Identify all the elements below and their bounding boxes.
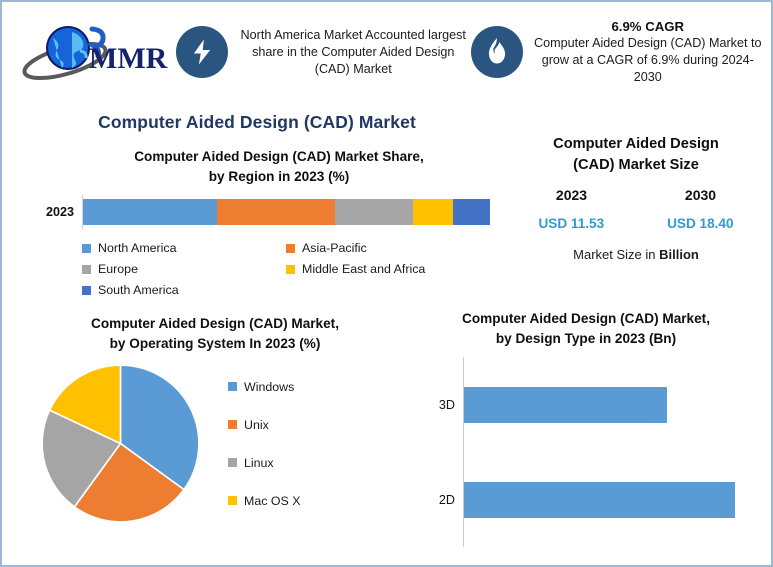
lightning-bolt-icon [176, 26, 228, 78]
legend-swatch-icon [82, 264, 91, 274]
header-stat-cagr-text: 6.9% CAGR Computer Aided Design (CAD) Ma… [531, 18, 766, 87]
region-share-category-label: 2023 [45, 205, 74, 220]
market-size-value-end: USD 18.40 [667, 216, 734, 232]
pie-slice [119, 364, 200, 492]
operating-system-legend: Windows Unix Linux Mac OS X [220, 380, 410, 508]
operating-system-legend-item: Mac OS X [228, 494, 410, 508]
operating-system-legend-label: Windows [244, 379, 295, 394]
region-share-chart: Computer Aided Design (CAD) Market Share… [20, 147, 490, 304]
market-size-title-line2: (CAD) Market Size [573, 157, 699, 174]
design-type-title-line1: Computer Aided Design (CAD) Market, [462, 311, 710, 326]
header-stat-cagr-body: Computer Aided Design (CAD) Market to gr… [534, 36, 762, 85]
region-share-bar-area [82, 195, 490, 230]
legend-swatch-icon [82, 285, 91, 295]
market-size-year-start: 2023 [555, 187, 588, 204]
operating-system-legend-item: Linux [228, 456, 410, 470]
design-type-title-line2: by Design Type in 2023 (Bn) [495, 330, 677, 346]
legend-swatch-icon [286, 264, 295, 274]
region-legend-item: Europe [82, 262, 286, 276]
market-size-value-start: USD 11.53 [538, 216, 605, 232]
design-type-title: Computer Aided Design (CAD) Market, by D… [410, 309, 762, 348]
legend-swatch-icon [82, 243, 91, 253]
header-stat-region-text: North America Market Accounted largest s… [236, 27, 471, 78]
operating-system-title-line2: by Operating System In 2023 (%) [109, 335, 321, 351]
design-type-categories: 3D 2D [410, 357, 463, 547]
pie-holder [20, 361, 220, 526]
market-size-footer-unit: Billion [659, 247, 699, 263]
region-legend-label: Europe [98, 262, 138, 277]
region-share-segment [217, 199, 336, 226]
legend-swatch-icon [228, 496, 237, 506]
design-type-category-label: 2D [438, 492, 455, 507]
design-type-bar [464, 386, 667, 423]
market-size-title-line1: Computer Aided Design [553, 136, 719, 152]
pie-slice [72, 442, 185, 524]
mmr-logo: MMR [8, 21, 176, 83]
svg-text:MMR: MMR [89, 42, 168, 75]
operating-system-legend-item: Unix [228, 418, 410, 432]
market-size-footer-prefix: Market Size in [573, 247, 660, 263]
region-share-segment [453, 199, 490, 226]
market-size-years: 2023 2030 [507, 187, 765, 203]
region-share-segment [335, 199, 413, 226]
market-size-title: Computer Aided Design (CAD) Market Size [507, 134, 765, 176]
header-stat-region: North America Market Accounted largest s… [176, 26, 471, 78]
region-legend-label: Asia-Pacific [302, 241, 367, 256]
globe-icon: MMR [22, 26, 168, 81]
market-size-panel: Computer Aided Design (CAD) Market Size … [507, 134, 765, 262]
operating-system-legend-label: Mac OS X [244, 493, 301, 508]
region-share-legend: North America Asia-Pacific Europe Middle Ea… [20, 241, 490, 304]
design-type-chart: Computer Aided Design (CAD) Market, by D… [410, 309, 762, 548]
flame-icon [470, 26, 523, 78]
region-share-title: Computer Aided Design (CAD) Market Share… [20, 147, 490, 186]
legend-swatch-icon [286, 243, 295, 253]
region-share-stacked-bar [83, 199, 490, 226]
region-legend-item: Asia-Pacific [286, 241, 490, 255]
operating-system-legend-label: Linux [244, 455, 274, 470]
operating-system-title: Computer Aided Design (CAD) Market, by O… [20, 314, 410, 353]
operating-system-legend-item: Windows [228, 380, 410, 394]
header-stat-cagr-headline: 6.9% CAGR [611, 18, 685, 34]
region-share-plot: 2023 [20, 195, 490, 230]
region-share-title-line1: Computer Aided Design (CAD) Market Share… [134, 149, 424, 164]
region-legend-item: Middle East and Africa [286, 262, 490, 276]
operating-system-chart: Computer Aided Design (CAD) Market, by O… [20, 314, 410, 526]
pie-chart-graphic [40, 364, 200, 524]
region-share-title-line2: by Region in 2023 (%) [208, 168, 350, 184]
legend-swatch-icon [228, 382, 237, 392]
operating-system-title-line1: Computer Aided Design (CAD) Market, [91, 316, 339, 331]
header-stat-cagr: 6.9% CAGR Computer Aided Design (CAD) Ma… [470, 18, 766, 87]
operating-system-legend-label: Unix [244, 417, 269, 432]
market-size-values: USD 11.53 USD 18.40 [507, 216, 765, 231]
legend-swatch-icon [228, 420, 237, 430]
operating-system-plot: Windows Unix Linux Mac OS X [20, 361, 410, 526]
header-stat-region-body: North America Market Accounted largest s… [240, 27, 466, 76]
region-share-segment [83, 199, 218, 226]
region-legend-item: South America [82, 283, 286, 297]
region-legend-label: Middle East and Africa [302, 262, 426, 277]
region-share-segment [412, 199, 454, 226]
market-size-footer: Market Size in Billion [507, 247, 765, 262]
pie-slice [47, 364, 121, 446]
design-type-bar [464, 481, 736, 518]
design-type-plot: 3D 2D [410, 357, 762, 548]
design-type-category-label: 3D [438, 397, 455, 412]
page-title: Computer Aided Design (CAD) Market [98, 112, 416, 132]
market-size-year-end: 2030 [684, 187, 717, 204]
header: MMR North America Market Accounted large… [2, 2, 771, 102]
region-legend-label: North America [98, 241, 177, 256]
region-legend-item: North America [82, 241, 286, 255]
legend-swatch-icon [228, 458, 237, 468]
region-legend-label: South America [98, 283, 179, 298]
design-type-bar-area [463, 357, 762, 548]
